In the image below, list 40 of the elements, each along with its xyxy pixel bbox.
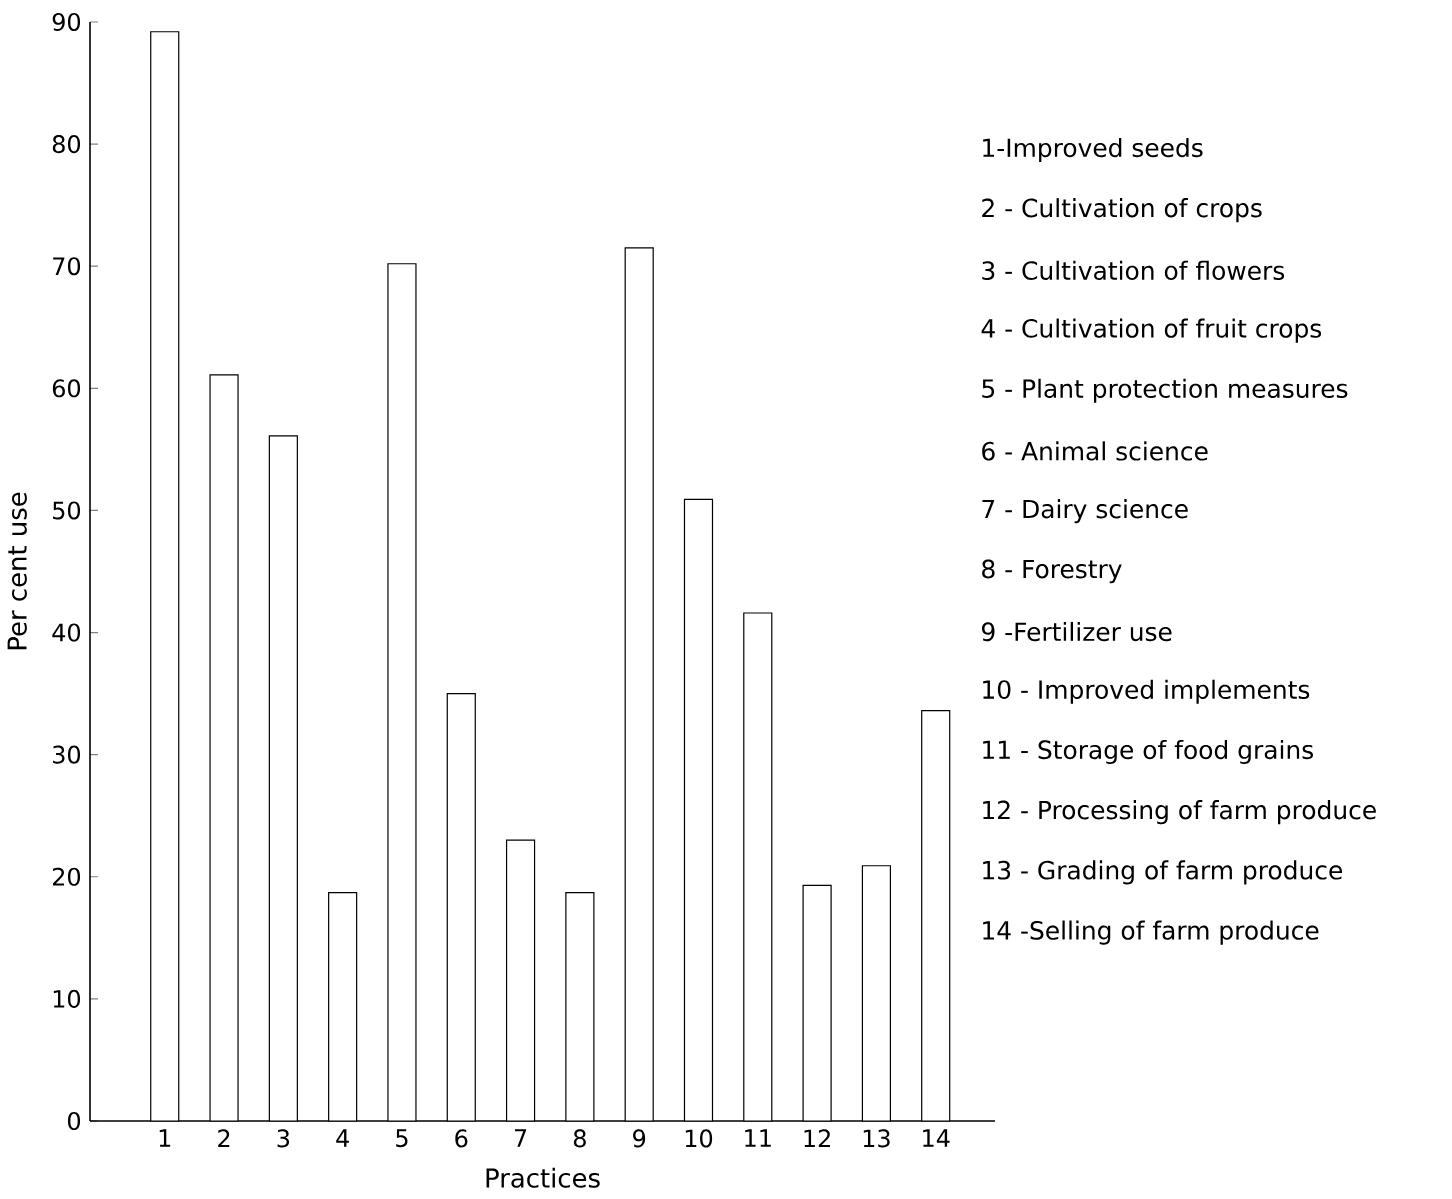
y-tick-label: 60 — [52, 379, 81, 398]
annotation: 4 - Cultivation of fruit crops — [981, 318, 1322, 343]
annotation: 3 - Cultivation of flowers — [982, 260, 1285, 281]
x-tick-label: 13 — [863, 1129, 890, 1148]
x-tick-label: 5 — [396, 1129, 408, 1148]
annotation: 1-Improved seeds — [983, 137, 1203, 163]
x-tick-label: 1 — [159, 1129, 171, 1147]
y-axis-title: Per cent use — [7, 492, 27, 650]
x-tick-label: 9 — [633, 1129, 646, 1148]
y-tick-label: 0 — [67, 1111, 81, 1131]
x-tick-label: 10 — [685, 1129, 713, 1148]
annotation: 7 - Dairy science — [982, 499, 1188, 524]
annotation: 2 - Cultivation of crops — [982, 198, 1262, 223]
y-tick-label: 40 — [52, 623, 81, 642]
y-tick-label: 30 — [53, 745, 81, 764]
x-tick-label: 12 — [804, 1129, 830, 1148]
x-tick-label: 8 — [573, 1129, 586, 1148]
annotation: 10 - Improved implements — [983, 679, 1310, 704]
x-tick-label: 3 — [277, 1129, 290, 1148]
annotation: 6 - Animal science — [982, 441, 1208, 461]
x-tick-label: 6 — [455, 1129, 468, 1148]
y-tick-label: 20 — [52, 867, 81, 886]
y-tick-label: 10 — [53, 989, 81, 1008]
x-tick-label: 2 — [218, 1129, 230, 1148]
y-tick-label: 50 — [53, 501, 81, 520]
y-tick-label: 90 — [52, 12, 81, 32]
annotation: 13 - Grading of farm produce — [983, 860, 1342, 885]
annotation: 9 -Fertilizer use — [981, 621, 1172, 642]
x-tick-label: 4 — [336, 1129, 349, 1147]
annotation: 12 - Processing of farm produce — [983, 800, 1376, 825]
annotation: 8 - Forestry — [982, 559, 1122, 584]
x-tick-label: 11 — [745, 1129, 771, 1147]
x-tick-label: 14 — [923, 1129, 950, 1147]
y-tick-label: 80 — [52, 135, 81, 154]
annotation: 5 - Plant protection measures — [982, 378, 1348, 403]
annotation: 11 - Storage of food grains — [983, 739, 1313, 765]
y-tick-label: 70 — [53, 257, 81, 276]
x-tick-label: 7 — [514, 1129, 527, 1147]
annotation: 14 -Selling of farm produce — [983, 920, 1319, 945]
x-axis-title: Practices — [486, 1167, 600, 1188]
